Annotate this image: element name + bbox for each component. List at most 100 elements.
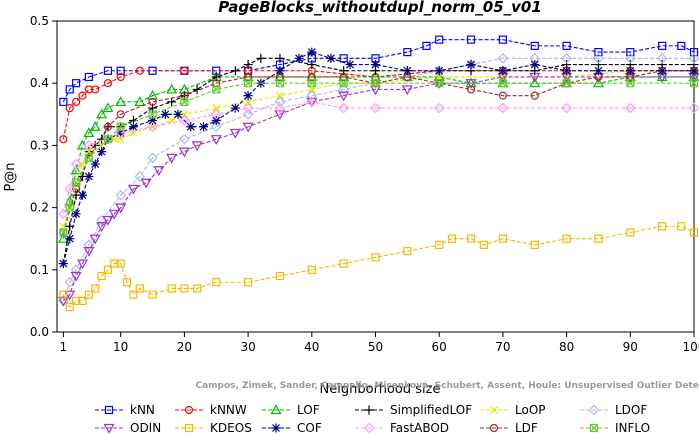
data-point-ldof — [497, 52, 509, 64]
data-point-odin — [166, 153, 178, 164]
data-point-inflo — [84, 153, 93, 162]
data-point-knn — [658, 41, 667, 50]
data-point-kdeos — [689, 228, 699, 237]
legend-marker — [589, 423, 599, 433]
x-tick-label: 60 — [432, 340, 447, 354]
data-point-cof — [434, 66, 444, 76]
data-point-knnw — [103, 79, 113, 88]
x-tick-label: 10 — [113, 340, 128, 354]
legend-item-odin: ODIN — [95, 421, 161, 434]
data-point-ldf — [530, 91, 539, 100]
data-point-ldf — [180, 91, 189, 100]
axes: 1 10 20 30 40 50 60 70 80 90 100 0.0 0.1 0.2 0.3 0.4 0.5 — [30, 14, 699, 354]
data-point-knnw — [135, 66, 144, 75]
data-point-fastabod — [688, 102, 699, 114]
legend-label: LDOF — [615, 403, 647, 417]
data-point-cof — [625, 66, 635, 76]
data-point-cof — [307, 47, 317, 57]
x-tick-label: 90 — [623, 340, 638, 354]
data-point-knnw — [84, 85, 93, 94]
data-point-knnw — [65, 103, 74, 113]
legend: kNN kNNW LOF SimplifiedLOF LoOP LDOF ODIN KDEOS… — [95, 403, 650, 434]
legend-marker — [489, 423, 499, 433]
data-point-kdeos — [148, 290, 157, 299]
data-point-odin — [96, 222, 108, 232]
data-point-inflo — [498, 79, 507, 88]
data-point-inflo — [244, 79, 253, 88]
legend-marker — [184, 405, 194, 415]
data-point-ldf — [339, 72, 348, 82]
data-point-ldf — [72, 184, 81, 194]
data-point-ldof — [134, 171, 146, 182]
data-point-inflo — [180, 97, 189, 106]
x-tick-label: 1 — [60, 340, 68, 354]
series-line-knn — [62, 39, 695, 103]
series-line-ldof — [62, 57, 694, 302]
legend-item-ldof: LDOF — [580, 403, 647, 417]
data-point-inflo — [275, 79, 285, 88]
data-point-knn — [594, 47, 603, 57]
data-point-knn — [103, 66, 113, 75]
data-point-cof — [593, 66, 603, 76]
data-point-knn — [339, 54, 348, 63]
data-point-simplifiedlof — [256, 53, 266, 63]
data-point-kdeos — [72, 296, 81, 305]
data-point-loop — [244, 97, 253, 106]
data-point-loop — [212, 104, 221, 113]
data-point-ldf — [103, 122, 113, 131]
data-point-odin — [102, 215, 114, 226]
series-loop — [59, 66, 698, 231]
legend-item-knnw: kNNW — [175, 403, 247, 417]
data-point-lof — [70, 164, 82, 175]
data-point-loop — [180, 110, 189, 119]
data-point-odin — [242, 122, 254, 133]
data-point-ldof — [83, 239, 95, 251]
data-point-inflo — [435, 79, 444, 88]
legend-label: INFLO — [615, 421, 650, 434]
data-point-knnw — [180, 66, 189, 75]
data-point-cof — [58, 259, 68, 269]
data-point-kdeos — [658, 222, 667, 231]
series-fastabod — [58, 96, 699, 220]
data-point-kdeos — [103, 265, 113, 274]
data-point-knn — [65, 85, 74, 94]
data-point-fastabod — [274, 102, 286, 114]
data-point-inflo — [307, 79, 316, 88]
legend-item-lof: LOF — [262, 403, 320, 417]
data-point-knnw — [72, 97, 81, 106]
data-point-knn — [562, 41, 571, 50]
data-point-kdeos — [677, 222, 686, 231]
data-point-lof — [96, 108, 108, 119]
legend-marker — [490, 406, 498, 414]
data-point-cof — [211, 116, 221, 126]
data-point-simplifiedlof — [275, 53, 285, 63]
legend-label: COF — [297, 421, 322, 434]
data-point-kdeos — [135, 284, 144, 293]
data-point-ldof — [688, 52, 699, 64]
data-point-lof — [89, 121, 101, 131]
data-point-kdeos — [122, 278, 132, 287]
legend-item-kdeos: KDEOS — [175, 421, 252, 434]
data-point-kdeos — [626, 228, 635, 237]
data-point-knn — [84, 72, 93, 82]
y-tick-label: 0.3 — [30, 138, 49, 152]
data-point-odin — [178, 147, 190, 158]
data-point-odin — [338, 91, 350, 102]
series-line-inflo — [62, 82, 694, 233]
data-point-kdeos — [180, 284, 189, 293]
data-point-inflo — [371, 79, 380, 88]
data-point-knn — [435, 35, 444, 44]
legend-label: FastABOD — [390, 421, 449, 434]
data-point-kdeos — [339, 259, 348, 268]
data-point-knn — [466, 35, 476, 44]
legend-label: LoOP — [515, 403, 546, 417]
data-point-kdeos — [167, 284, 176, 293]
data-point-ldof — [338, 84, 349, 95]
data-point-odin — [465, 79, 477, 89]
data-point-knn — [530, 41, 539, 50]
data-point-knn — [422, 41, 431, 50]
data-point-lof — [166, 83, 178, 94]
data-point-odin — [76, 259, 89, 270]
data-point-kdeos — [275, 271, 285, 281]
data-point-cof — [294, 53, 304, 63]
